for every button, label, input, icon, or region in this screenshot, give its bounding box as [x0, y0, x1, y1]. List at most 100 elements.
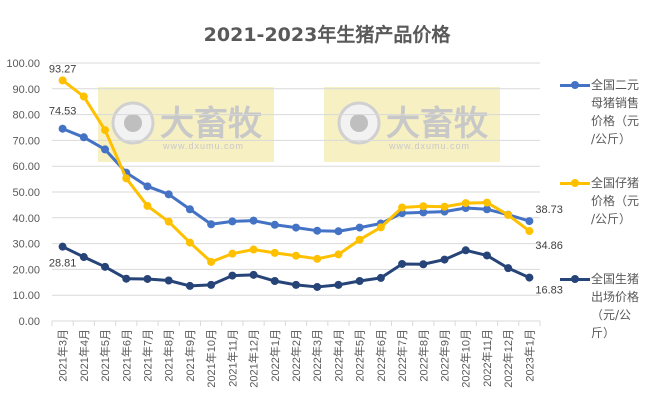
data-point: [249, 245, 258, 254]
data-point: [482, 198, 491, 207]
series-0: [58, 124, 534, 236]
data-point: [313, 254, 322, 263]
chart-title: 2021-2023年生猪产品价格: [203, 24, 451, 46]
data-point: [79, 92, 88, 101]
x-tick-label: 2022年4月: [331, 329, 345, 382]
data-point: [58, 76, 67, 85]
data-point: [164, 217, 173, 226]
legend-label: 全国仔猪: [591, 176, 640, 190]
data-point: [440, 255, 449, 264]
data-point: [504, 264, 513, 273]
data-point: [101, 262, 110, 271]
data-labels: 74.53 38.73 93.27 34.86 28.81 16.83: [49, 63, 563, 296]
x-tick-label: 2021年10月: [204, 329, 218, 388]
legend-label: （元/公: [591, 308, 632, 322]
data-point: [482, 205, 491, 214]
y-tick-label: 100.00: [6, 58, 40, 70]
data-point: [313, 226, 322, 235]
data-point: [79, 253, 88, 262]
legend-label: 全国生猪: [591, 272, 640, 286]
x-tick-label: 2022年7月: [395, 329, 409, 382]
y-tick-label: 0.00: [19, 316, 40, 328]
data-point: [164, 276, 173, 285]
legend-label: 价格（元: [591, 114, 640, 128]
data-point: [440, 202, 449, 211]
data-label: 28.81: [49, 258, 77, 270]
x-tick-label: 2021年4月: [77, 329, 91, 382]
svg-text:www.dxumu.com: www.dxumu.com: [388, 141, 470, 151]
legend-label: 价格（元: [591, 194, 640, 208]
data-label: 93.27: [49, 63, 77, 75]
data-point: [313, 282, 322, 291]
data-point: [185, 238, 194, 247]
data-point: [376, 223, 385, 232]
data-point: [461, 246, 470, 255]
data-point: [79, 133, 88, 142]
svg-text:www.dxumu.com: www.dxumu.com: [162, 141, 244, 151]
data-point: [292, 251, 300, 260]
data-point: [143, 274, 152, 283]
data-point: [525, 227, 534, 236]
x-tick-label: 2022年3月: [310, 329, 324, 382]
y-tick-label: 60.00: [12, 161, 40, 173]
legend-item-1[interactable]: 全国仔猪 价格（元/公斤）: [560, 174, 639, 228]
legend-label: 母猪销售: [591, 96, 640, 110]
x-tick-label: 2021年6月: [119, 329, 133, 382]
data-point: [376, 273, 385, 282]
data-point: [334, 250, 343, 259]
data-point: [270, 220, 279, 229]
gridlines: [52, 62, 540, 322]
series-lines: [58, 76, 534, 291]
x-tick-label: 2021年7月: [140, 329, 154, 382]
data-label: 34.86: [535, 240, 563, 252]
data-point: [228, 217, 237, 226]
data-point: [292, 280, 300, 289]
x-tick-label: 2021年8月: [162, 329, 176, 382]
data-point: [207, 280, 216, 289]
data-point: [101, 126, 110, 135]
data-point: [419, 202, 428, 211]
data-label: 38.73: [535, 204, 563, 216]
y-tick-label: 80.00: [12, 110, 40, 122]
data-point: [185, 205, 194, 214]
y-tick-label: 70.00: [12, 135, 40, 147]
data-point: [504, 210, 513, 219]
x-tick-label: 2022年6月: [374, 329, 388, 382]
y-tick-label: 20.00: [12, 264, 40, 276]
data-point: [419, 260, 428, 269]
legend-label: 斤）: [591, 326, 616, 340]
series-2: [58, 242, 534, 291]
data-point: [122, 274, 131, 283]
data-label: 16.83: [535, 285, 563, 297]
series-1: [58, 76, 534, 266]
legend-item-2[interactable]: 全国生猪出场价格 （元/公斤）: [560, 270, 639, 342]
data-point: [270, 277, 279, 286]
x-tick-label: 2023年1月: [522, 329, 536, 382]
x-tick-label: 2022年11月: [480, 329, 494, 387]
data-point: [419, 208, 428, 217]
x-tick-label: 2021年3月: [56, 329, 70, 382]
x-tick-label: 2021年9月: [183, 329, 197, 382]
y-tick-label: 50.00: [12, 187, 40, 199]
x-tick-label: 2022年1月: [268, 329, 282, 382]
data-point: [525, 217, 534, 226]
data-point: [398, 203, 407, 212]
x-tick-label: 2022年9月: [438, 329, 452, 382]
y-tick-label: 10.00: [12, 290, 40, 302]
legend-line-marker-icon: [560, 81, 590, 89]
data-point: [355, 223, 364, 232]
legend-item-0[interactable]: 全国二元 母猪销售 价格（元/公斤）: [560, 76, 639, 148]
x-tick-label: 2022年2月: [289, 329, 303, 382]
y-tick-label: 30.00: [12, 239, 40, 251]
y-axis-ticks: 0.00 10.00 20.00 30.00 40.00 50.00 60.00 70.00 8…: [6, 58, 40, 328]
svg-text:大畜牧: 大畜牧: [160, 104, 263, 143]
data-point: [228, 249, 237, 258]
x-axis-ticks: 2021年3月 2021年4月 2021年5月 2021年6月 2021年7月 2021年…: [51, 321, 541, 388]
legend-label: /公斤）: [591, 132, 632, 146]
x-tick-label: 2021年12月: [247, 329, 261, 388]
legend-label: 出场价格: [591, 290, 640, 304]
data-label: 74.53: [49, 106, 77, 118]
